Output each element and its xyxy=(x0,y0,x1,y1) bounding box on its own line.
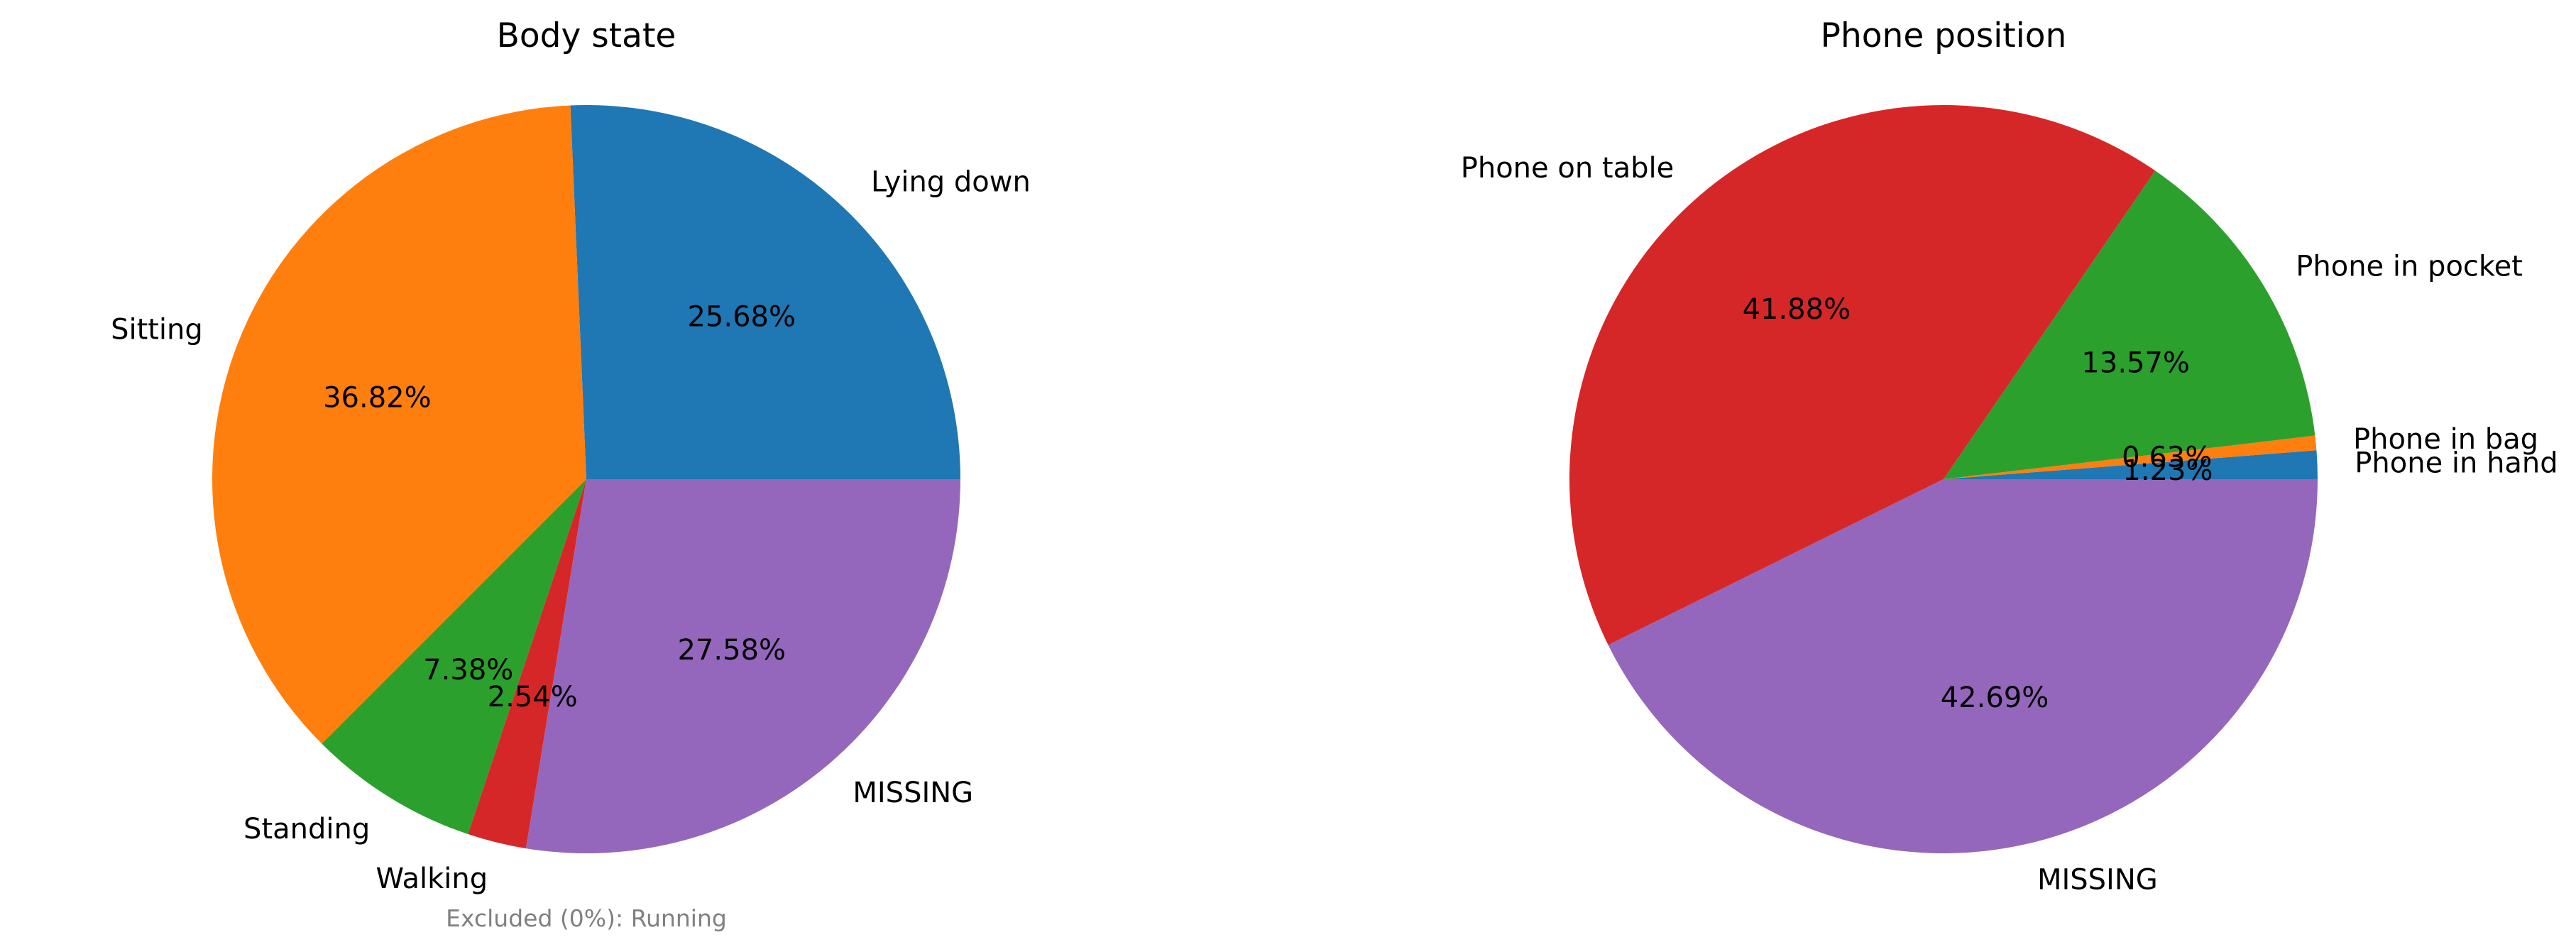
slice-label-phone-in-pocket: Phone in pocket xyxy=(2296,250,2523,283)
slice-label-standing: Standing xyxy=(243,813,370,846)
pie-slice-phone-in-hand xyxy=(1944,450,2318,479)
percent-label-phone-in-bag: 0.63% xyxy=(2122,441,2212,474)
slice-label-sitting: Sitting xyxy=(111,314,203,346)
percent-label-sitting: 36.82% xyxy=(323,381,432,414)
pie-slice-phone-in-bag xyxy=(1944,435,2317,479)
slice-label-phone-on-table: Phone on table xyxy=(1461,152,1674,185)
slice-label-phone-in-bag: Phone in bag xyxy=(2353,423,2538,456)
excluded-note: Excluded (0%): Running xyxy=(446,904,727,932)
body-state-labels: Lying down 25.68% Sitting 36.82% Standing 7.3… xyxy=(111,165,1031,894)
percent-label-missing: 27.58% xyxy=(677,634,786,667)
pie-slice-lying-down xyxy=(570,104,960,479)
pie-slice-walking xyxy=(468,479,586,849)
pie-slice-standing xyxy=(322,479,586,834)
body-state-pie-chart: Body state Lying down 25.68% Sitting 36.82%… xyxy=(111,16,1031,932)
body-state-slices xyxy=(212,104,960,853)
pie-slice-sitting xyxy=(212,105,586,744)
percent-label-standing: 7.38% xyxy=(423,654,513,686)
slice-label-missing: MISSING xyxy=(853,777,973,809)
percent-label-missing: 42.69% xyxy=(1941,682,2049,714)
slice-label-missing: MISSING xyxy=(2037,863,2158,896)
percent-label-lying-down: 25.68% xyxy=(687,301,796,334)
phone-position-slices xyxy=(1569,105,2318,854)
pie-slice-phone-in-pocket xyxy=(1944,170,2315,479)
pie-slice-phone-on-table xyxy=(1569,105,2156,645)
pie-slice-missing xyxy=(525,479,960,853)
percent-label-phone-in-pocket: 13.57% xyxy=(2081,347,2190,380)
phone-position-labels: Phone in hand 1.23% Phone in bag 0.63% Phone… xyxy=(1461,152,2558,896)
slice-label-lying-down: Lying down xyxy=(871,165,1031,198)
slice-label-phone-in-hand: Phone in hand xyxy=(2355,447,2558,480)
percent-label-phone-on-table: 41.88% xyxy=(1743,293,1851,326)
percent-label-walking: 2.54% xyxy=(488,681,578,713)
chart-title-body-state: Body state xyxy=(497,16,676,55)
chart-title-phone-position: Phone position xyxy=(1821,16,2067,55)
percent-label-phone-in-hand: 1.23% xyxy=(2122,454,2213,487)
pie-slice-missing xyxy=(1608,479,2318,854)
slice-label-walking: Walking xyxy=(376,863,488,895)
